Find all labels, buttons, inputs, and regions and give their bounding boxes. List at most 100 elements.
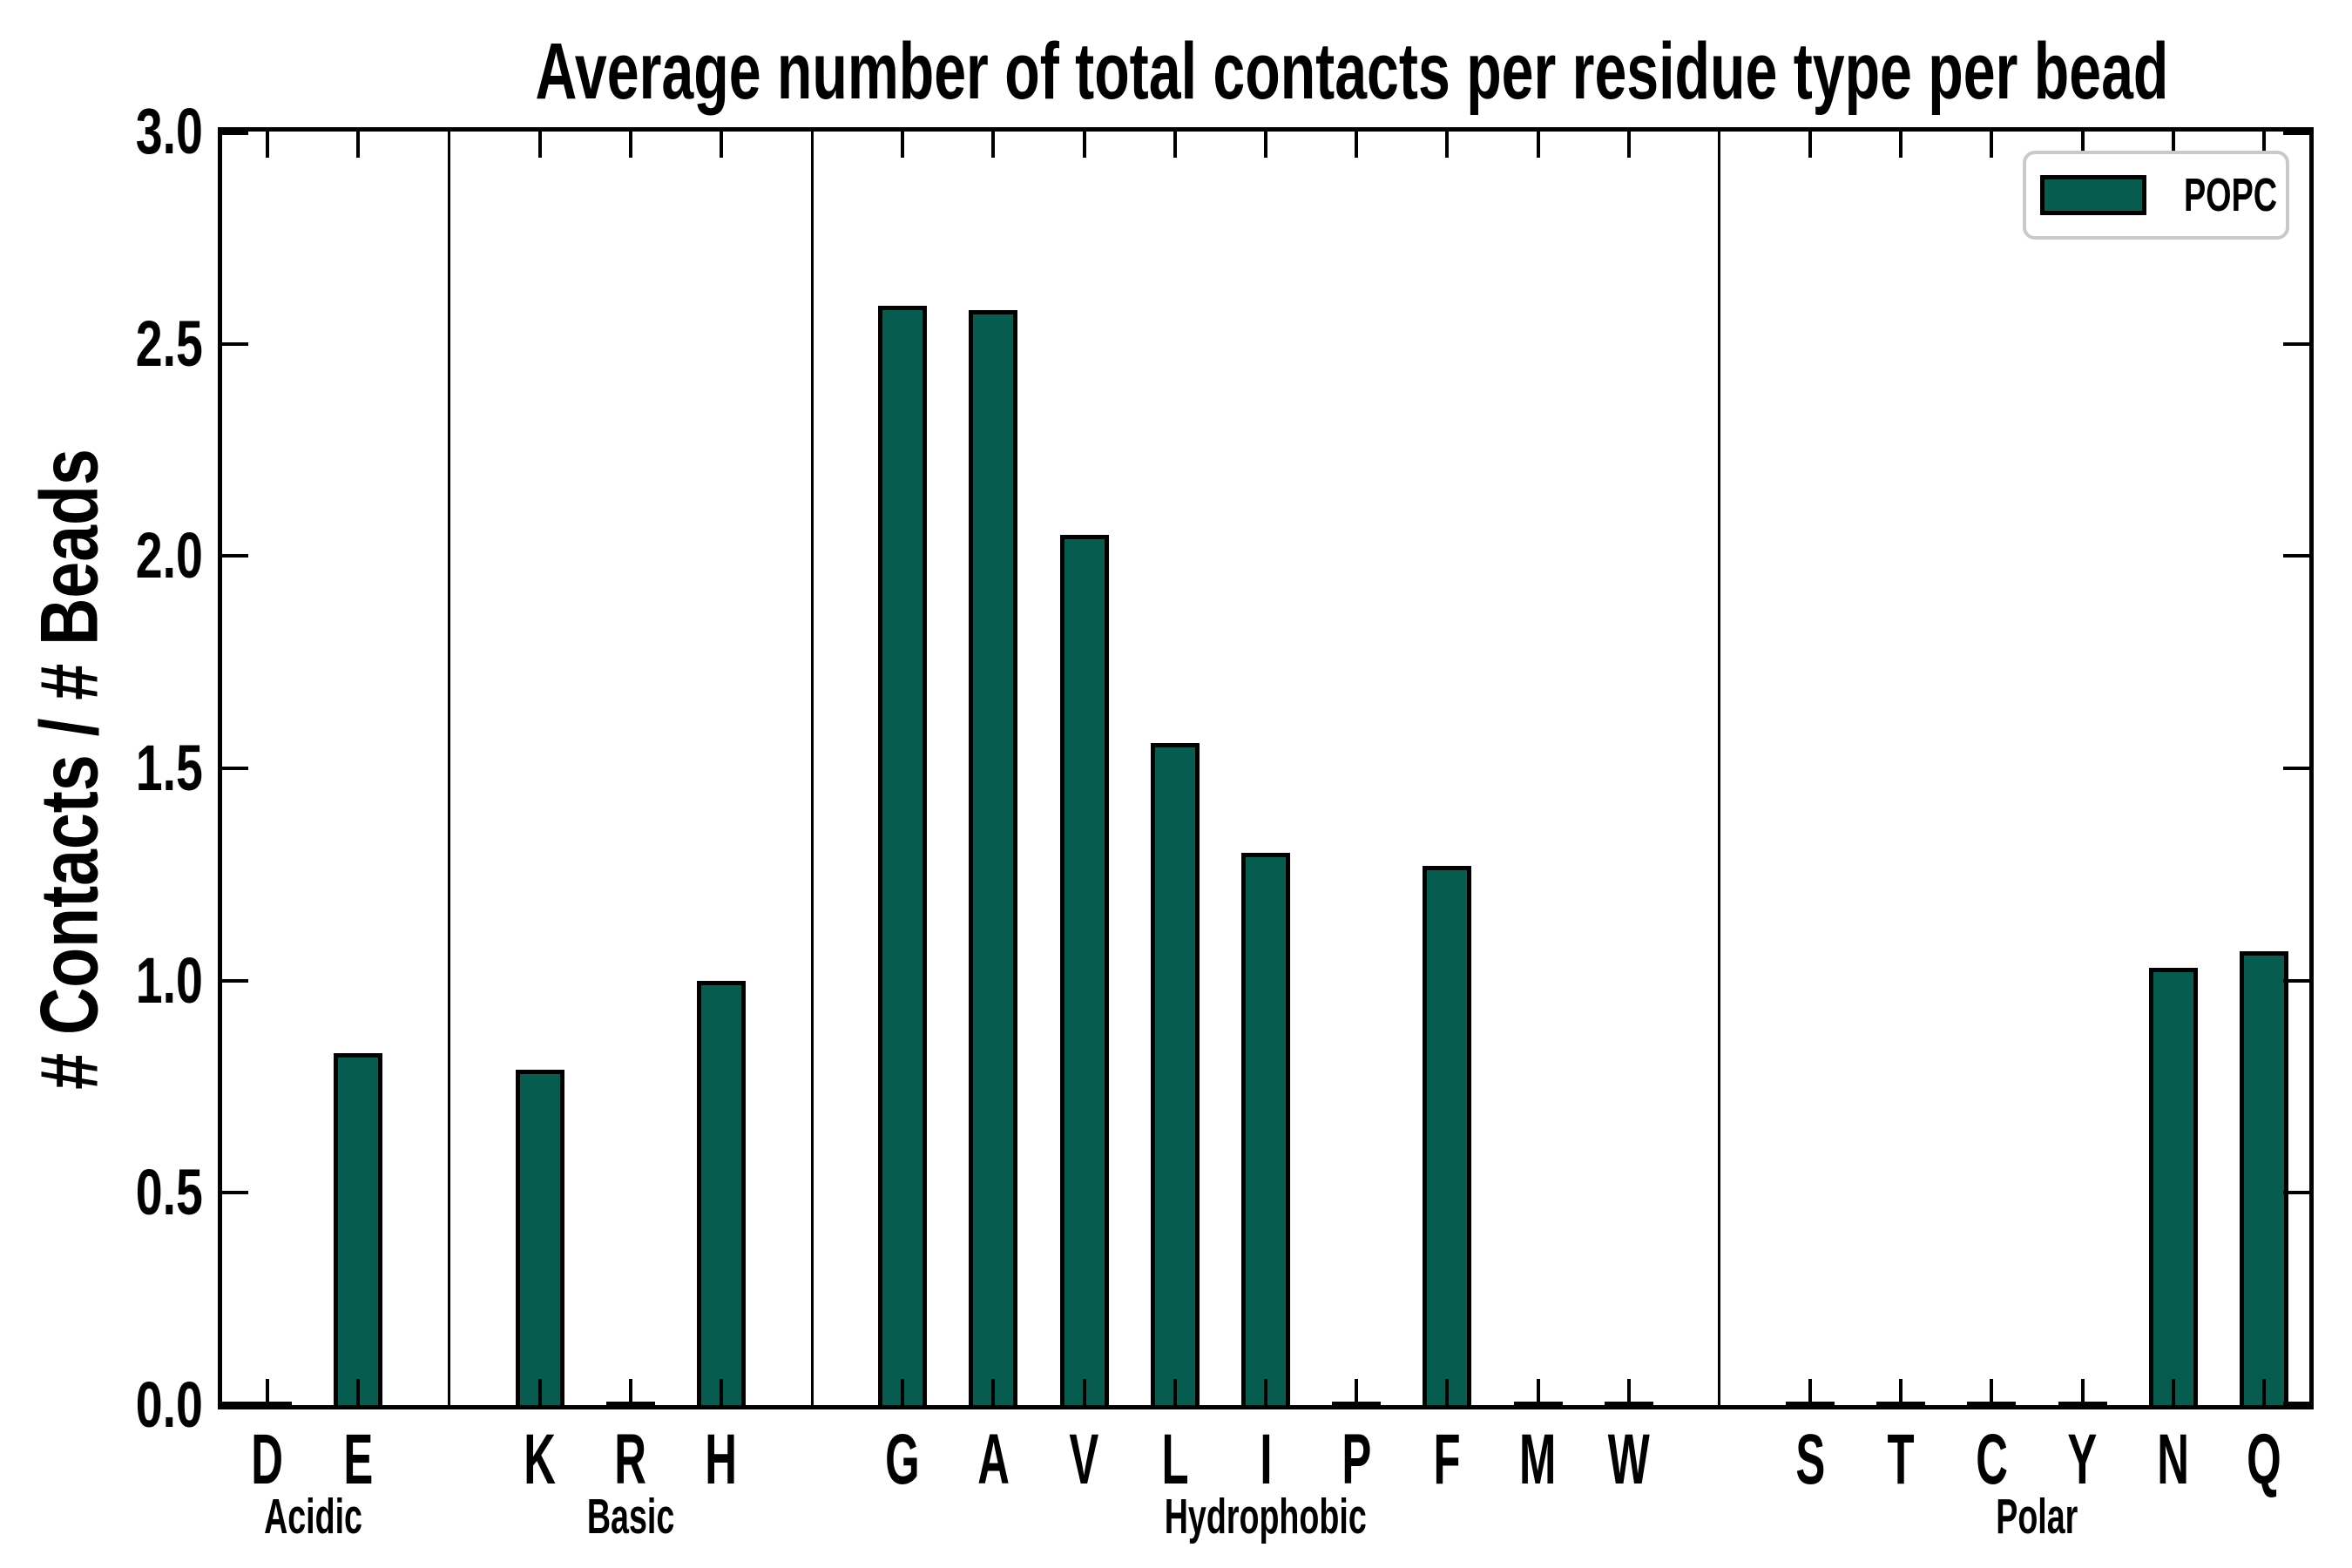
x-tick-T-top xyxy=(1899,132,1903,158)
y-tick-label-text: 1.0 xyxy=(135,943,203,1017)
y-tick-label-text: 2.0 xyxy=(135,519,203,592)
x-tick-M-top xyxy=(1536,132,1540,158)
x-tick-T-bottom xyxy=(1899,1379,1903,1405)
x-tick-F-top xyxy=(1445,132,1450,158)
x-tick-V-bottom xyxy=(1082,1379,1086,1405)
x-tick-label-text: D xyxy=(251,1420,284,1499)
x-tick-label-R: R xyxy=(585,1423,677,1497)
x-tick-label-Q: Q xyxy=(2218,1423,2310,1497)
y-tick-label-text: 1.5 xyxy=(135,732,203,804)
y-tick-label-2.5: 2.5 xyxy=(0,307,203,380)
bar-N xyxy=(2148,968,2198,1405)
x-tick-M-bottom xyxy=(1536,1379,1540,1405)
y-tick-label-3.0: 3.0 xyxy=(0,99,203,164)
group-label-text: Acidic xyxy=(263,1489,362,1544)
x-tick-C-top xyxy=(1990,132,1994,158)
x-tick-Q-top xyxy=(2261,132,2266,158)
group-divider-line xyxy=(447,132,450,1405)
y-tick-0.5-right xyxy=(2283,1191,2309,1195)
x-tick-label-text: T xyxy=(1887,1420,1915,1499)
y-tick-label-text: 3.0 xyxy=(135,95,203,167)
x-tick-H-top xyxy=(719,132,723,158)
group-divider-line xyxy=(1718,132,1721,1405)
x-tick-label-W: W xyxy=(1583,1423,1675,1497)
chart-title: Average number of total contacts per res… xyxy=(218,30,2314,113)
x-tick-label-text: A xyxy=(977,1420,1010,1499)
x-tick-label-T: T xyxy=(1855,1423,1947,1497)
x-tick-label-text: L xyxy=(1161,1420,1189,1499)
y-tick-label-text: 2.5 xyxy=(135,307,203,380)
x-tick-label-text: H xyxy=(705,1420,738,1499)
x-tick-K-bottom xyxy=(537,1379,542,1405)
y-tick-label-0.5: 0.5 xyxy=(0,1160,203,1225)
group-label-text: Basic xyxy=(586,1489,674,1544)
x-tick-label-text: E xyxy=(343,1420,374,1499)
x-tick-label-M: M xyxy=(1492,1423,1585,1497)
x-tick-I-top xyxy=(1264,132,1267,158)
bar-L xyxy=(1150,742,1200,1405)
x-tick-label-text: I xyxy=(1259,1420,1273,1499)
x-tick-S-top xyxy=(1808,132,1813,158)
x-tick-N-bottom xyxy=(2171,1379,2175,1405)
group-label-polar: Polar xyxy=(1765,1491,2309,1542)
x-tick-W-top xyxy=(1626,132,1631,158)
x-tick-W-bottom xyxy=(1626,1379,1631,1405)
y-tick-2.0-left xyxy=(222,554,248,558)
x-tick-K-top xyxy=(537,132,542,158)
y-tick-label-1.0: 1.0 xyxy=(0,943,203,1017)
x-tick-label-text: P xyxy=(1342,1420,1372,1499)
x-tick-label-text: S xyxy=(1795,1420,1825,1499)
y-tick-label-text: 0.5 xyxy=(135,1156,203,1229)
x-tick-Q-bottom xyxy=(2261,1379,2266,1405)
x-tick-L-top xyxy=(1173,132,1177,158)
x-tick-label-E: E xyxy=(312,1423,404,1497)
bar-I xyxy=(1241,853,1290,1405)
x-tick-C-bottom xyxy=(1990,1379,1994,1405)
x-tick-label-F: F xyxy=(1401,1423,1493,1497)
bar-E xyxy=(334,1052,383,1405)
group-label-text: Polar xyxy=(1996,1489,2078,1544)
x-tick-label-text: C xyxy=(1976,1420,2008,1499)
bar-A xyxy=(969,309,1018,1405)
x-tick-H-bottom xyxy=(719,1379,723,1405)
x-tick-A-bottom xyxy=(991,1379,996,1405)
x-tick-label-V: V xyxy=(1038,1423,1131,1497)
bar-G xyxy=(878,305,928,1405)
bar-F xyxy=(1423,866,1472,1405)
chart-title-text: Average number of total contacts per res… xyxy=(535,27,2169,116)
y-tick-label-2.0: 2.0 xyxy=(0,524,203,588)
x-tick-label-A: A xyxy=(947,1423,1039,1497)
x-tick-P-top xyxy=(1355,132,1359,158)
x-tick-label-L: L xyxy=(1129,1423,1221,1497)
x-tick-label-text: Q xyxy=(2247,1420,2281,1499)
group-label-hydrophobic: Hydrophobic xyxy=(857,1491,1674,1542)
x-tick-I-bottom xyxy=(1264,1379,1267,1405)
x-tick-R-bottom xyxy=(628,1379,632,1405)
x-tick-label-text: W xyxy=(1607,1420,1650,1499)
x-tick-A-top xyxy=(991,132,996,158)
y-tick-2.0-right xyxy=(2283,554,2309,558)
y-tick-1.0-left xyxy=(222,978,248,983)
y-tick-3.0-left xyxy=(222,132,248,135)
bar-K xyxy=(515,1070,564,1405)
x-tick-N-top xyxy=(2171,132,2175,158)
bar-Q xyxy=(2239,950,2288,1405)
x-tick-label-I: I xyxy=(1220,1423,1312,1497)
y-tick-0.0-left xyxy=(222,1402,248,1405)
x-tick-label-text: F xyxy=(1433,1420,1461,1499)
x-tick-R-top xyxy=(628,132,632,158)
x-tick-P-bottom xyxy=(1355,1379,1359,1405)
x-tick-label-text: N xyxy=(2157,1420,2190,1499)
y-tick-0.5-left xyxy=(222,1191,248,1195)
x-tick-D-top xyxy=(266,132,270,158)
x-tick-E-top xyxy=(356,132,361,158)
x-tick-E-bottom xyxy=(356,1379,361,1405)
y-tick-0.0-right xyxy=(2283,1402,2309,1405)
y-tick-3.0-right xyxy=(2283,132,2309,135)
x-tick-label-S: S xyxy=(1764,1423,1856,1497)
x-tick-V-top xyxy=(1082,132,1086,158)
x-tick-G-bottom xyxy=(901,1379,905,1405)
legend-label: POPC xyxy=(2164,154,2286,236)
x-tick-label-D: D xyxy=(221,1423,314,1497)
x-tick-label-G: G xyxy=(856,1423,949,1497)
